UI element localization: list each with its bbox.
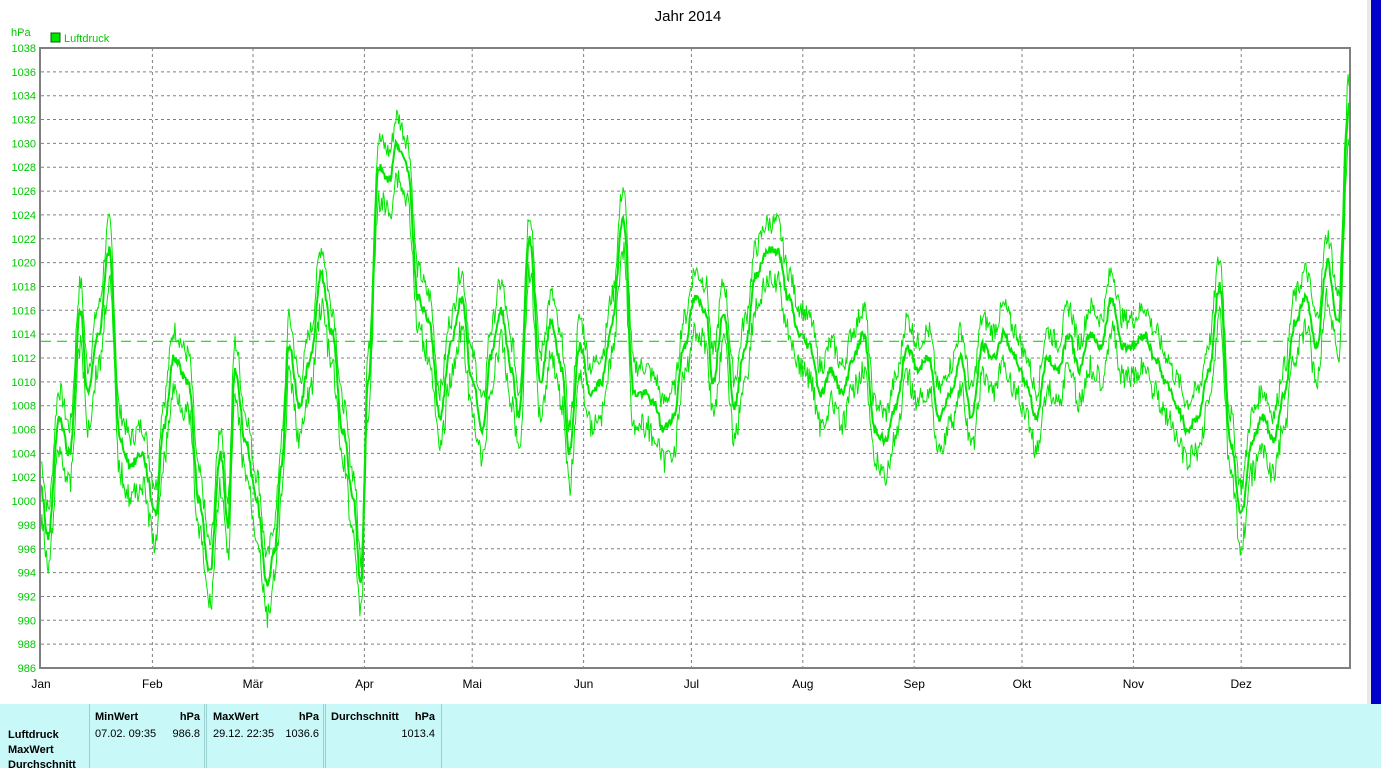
- month-label: Nov: [1123, 677, 1144, 691]
- y-tick-label: 1020: [12, 258, 36, 270]
- stats-row-label-max: MaxWert: [8, 744, 54, 756]
- y-tick-label: 1016: [12, 305, 36, 317]
- y-tick-label: 1032: [12, 115, 36, 127]
- month-label: Mai: [463, 677, 482, 691]
- month-label: Aug: [792, 677, 813, 691]
- y-tick-label: 1028: [12, 162, 36, 174]
- y-tick-label: 1004: [12, 448, 36, 460]
- series-lines: [40, 74, 1350, 628]
- chart-title: Jahr 2014: [655, 8, 722, 25]
- series-max-line: [40, 74, 1350, 568]
- y-tick-label: 1026: [12, 186, 36, 198]
- month-label: Dez: [1231, 677, 1252, 691]
- grid-lines: [41, 48, 1349, 668]
- month-label: Jan: [31, 677, 50, 691]
- month-label: Jun: [574, 677, 593, 691]
- y-tick-label: 1000: [12, 496, 36, 508]
- series-min-line: [40, 138, 1350, 628]
- stats-min-time: 07.02. 09:35: [95, 728, 157, 740]
- y-tick-label: 1002: [12, 472, 36, 484]
- y-tick-label: 1030: [12, 138, 36, 150]
- stats-min-header: MinWert: [95, 711, 139, 723]
- stats-avg-column: Durchschnitt hPa 1013.4: [325, 704, 442, 768]
- window-edge-blue: [1371, 0, 1381, 704]
- stats-min-unit: hPa: [179, 711, 200, 723]
- y-tick-label: 1036: [12, 67, 36, 79]
- month-label: Mär: [243, 677, 264, 691]
- y-tick-label: 988: [18, 639, 36, 651]
- y-axis-ticks: 986 988 990 992 994 996 998 1000 1002 1004 1006 100…: [12, 43, 36, 675]
- y-tick-label: 990: [18, 615, 36, 627]
- legend-swatch: [50, 32, 61, 43]
- y-tick-label: 1022: [12, 234, 36, 246]
- y-tick-label: 1038: [12, 43, 36, 55]
- y-tick-label: 1034: [12, 91, 36, 103]
- stats-avg-value: 1013.4: [401, 728, 435, 740]
- y-tick-label: 1006: [12, 425, 36, 437]
- x-axis-months: Jan Feb Mär Apr Mai Jun Jul Aug Sep Okt Nov Dez: [31, 677, 1252, 691]
- stats-row-label: Luftdruck: [8, 729, 59, 741]
- window-edge: [1367, 0, 1371, 704]
- stats-max-header: MaxWert: [213, 711, 259, 723]
- y-tick-label: 1012: [12, 353, 36, 365]
- y-axis-unit-label: hPa: [11, 27, 31, 39]
- stats-avg-unit: hPa: [414, 711, 435, 723]
- y-tick-label: 1018: [12, 281, 36, 293]
- legend-label: Luftdruck: [64, 33, 110, 45]
- stats-max-column: MaxWert hPa 29.12. 22:35 1036.6: [206, 704, 324, 768]
- month-label: Feb: [142, 677, 163, 691]
- series-avg-line: [40, 102, 1350, 587]
- stats-max-time: 29.12. 22:35: [213, 728, 275, 740]
- month-label: Jul: [684, 677, 699, 691]
- month-label: Okt: [1013, 677, 1032, 691]
- y-tick-label: 1008: [12, 401, 36, 413]
- stats-row-label-avg: Durchschnitt: [8, 759, 76, 771]
- y-tick-label: 986: [18, 663, 36, 675]
- y-tick-label: 1024: [12, 210, 36, 222]
- stats-min-value: 986.8: [172, 728, 200, 740]
- y-tick-label: 994: [18, 568, 36, 580]
- stats-max-unit: hPa: [298, 711, 319, 723]
- statistics-panel: Luftdruck MaxWert Durchschnitt MinWert h…: [0, 704, 1381, 771]
- stats-max-value: 1036.6: [285, 728, 319, 740]
- stats-avg-header: Durchschnitt: [331, 711, 399, 723]
- y-tick-label: 998: [18, 520, 36, 532]
- y-tick-label: 992: [18, 591, 36, 603]
- y-tick-label: 996: [18, 544, 36, 556]
- y-tick-label: 1014: [12, 329, 36, 341]
- month-label: Apr: [355, 677, 374, 691]
- stats-min-column: MinWert hPa 07.02. 09:35 986.8: [89, 704, 205, 768]
- plot-frame: [39, 47, 1351, 669]
- month-label: Sep: [904, 677, 926, 691]
- y-tick-label: 1010: [12, 377, 36, 389]
- pressure-chart: Jahr 2014 hPa Luftdruck 9869889909929949…: [11, 8, 1351, 691]
